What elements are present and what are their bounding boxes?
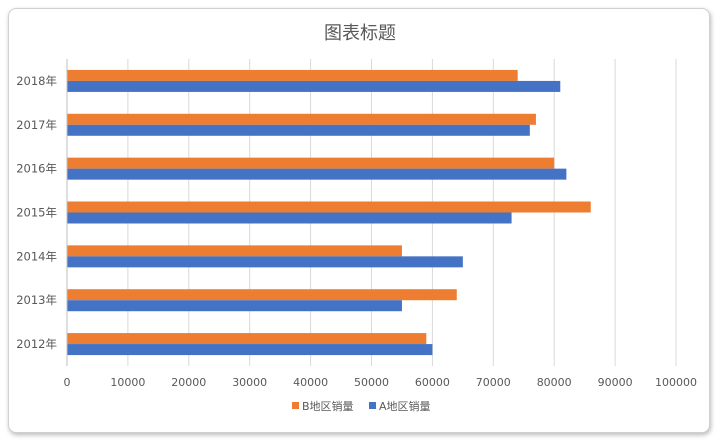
category-label: 2014年 (16, 249, 57, 263)
category-label: 2013年 (16, 293, 57, 307)
legend-label: A地区销量 (379, 399, 431, 413)
legend-swatch (292, 402, 299, 409)
x-tick-label: 100000 (655, 376, 697, 389)
chart-title: 图表标题 (324, 23, 396, 44)
category-label: 2018年 (16, 74, 57, 88)
x-tick-label: 80000 (537, 376, 572, 389)
category-label: 2017年 (16, 118, 57, 132)
x-tick-label: 20000 (171, 376, 206, 389)
x-tick-label: 30000 (232, 376, 267, 389)
bar-series-a (67, 212, 512, 224)
bar-series-a (67, 80, 561, 92)
category-label: 2016年 (16, 162, 57, 176)
bar-series-b (67, 201, 591, 213)
category-label: 2015年 (16, 206, 57, 220)
legend: B地区销量 A地区销量 (292, 399, 431, 413)
x-tick-label: 10000 (110, 376, 145, 389)
x-tick-label: 0 (64, 376, 71, 389)
bar-series-a (67, 344, 433, 356)
legend-swatch (369, 402, 376, 409)
bar-series-b (67, 113, 536, 125)
bar-series-b (67, 69, 518, 81)
bar-series-b (67, 333, 427, 345)
bar-series-a (67, 168, 567, 180)
bars (67, 69, 591, 356)
bar-series-a (67, 124, 530, 136)
bar-series-b (67, 157, 555, 169)
bar-series-b (67, 289, 457, 301)
gridlines (127, 59, 677, 366)
x-tick-label: 70000 (476, 376, 511, 389)
axes: 0 10000 20000 30000 40000 50000 60000 70000 8000… (16, 59, 697, 389)
bar-series-a (67, 300, 402, 312)
x-tick-label: 60000 (415, 376, 450, 389)
bar-series-b (67, 245, 402, 257)
bar-series-a (67, 256, 463, 268)
x-tick-label: 40000 (293, 376, 328, 389)
category-label: 2012年 (16, 337, 57, 351)
x-tick-label: 90000 (598, 376, 633, 389)
x-tick-label: 50000 (354, 376, 389, 389)
legend-label: B地区销量 (302, 399, 354, 413)
